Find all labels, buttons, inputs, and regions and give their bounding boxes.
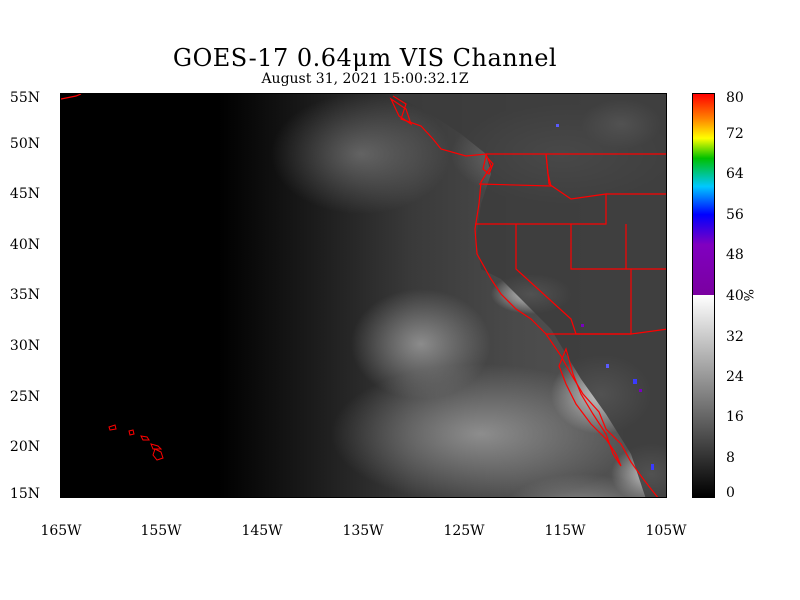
lat-tick-label: 40N xyxy=(9,237,40,253)
alaska-corner xyxy=(61,94,82,100)
lat-tick-label: 55N xyxy=(9,90,40,106)
image-timestamp: August 31, 2021 15:00:32.1Z xyxy=(261,71,469,87)
colorbar-tick-label: 8 xyxy=(726,450,735,466)
cloud-field xyxy=(351,289,491,399)
lat-tick-label: 45N xyxy=(9,186,40,202)
coastline xyxy=(392,95,659,497)
colorbar-tick-label: 72 xyxy=(726,126,744,142)
border-idaho xyxy=(545,153,607,225)
lon-tick-label: 115W xyxy=(544,523,586,539)
colorbar-unit-label: % xyxy=(740,289,755,302)
color-scale-bar xyxy=(692,93,715,498)
lat-tick-label: 25N xyxy=(9,389,40,405)
satellite-map xyxy=(60,93,667,498)
lat-tick-label: 20N xyxy=(9,439,40,455)
colorbar-tick-label: 40 xyxy=(726,288,744,304)
lon-tick-label: 135W xyxy=(342,523,384,539)
lon-tick-label: 155W xyxy=(140,523,182,539)
hawaiian-islands xyxy=(108,424,164,461)
colorbar-tick-label: 56 xyxy=(726,207,744,223)
color-scale-upper xyxy=(693,94,714,295)
color-scale-lower xyxy=(693,295,714,497)
border-ut xyxy=(570,224,627,270)
lon-tick-label: 165W xyxy=(40,523,82,539)
lat-tick-label: 35N xyxy=(9,287,40,303)
lon-tick-label: 125W xyxy=(443,523,485,539)
lat-tick-label: 50N xyxy=(9,136,40,152)
lat-tick-label: 30N xyxy=(9,338,40,354)
border-mexico xyxy=(546,328,666,335)
convective-cloud-tops xyxy=(556,124,654,470)
colorbar-tick-label: 80 xyxy=(726,90,744,106)
colorbar-tick-label: 32 xyxy=(726,329,744,345)
political-boundaries xyxy=(61,94,666,497)
image-title: GOES-17 0.64μm VIS Channel xyxy=(172,44,558,72)
cloud-field xyxy=(271,94,451,214)
colorbar-tick-label: 0 xyxy=(726,485,735,501)
lon-tick-label: 145W xyxy=(241,523,283,539)
cloud-field xyxy=(508,474,654,497)
colorbar-tick-label: 24 xyxy=(726,369,744,385)
lon-tick-label: 105W xyxy=(645,523,687,539)
vancouver-island xyxy=(389,97,413,126)
lat-tick-label: 15N xyxy=(9,486,40,502)
colorbar-tick-label: 16 xyxy=(726,409,744,425)
colorbar-tick-label: 64 xyxy=(726,166,744,182)
puget-sound xyxy=(482,154,494,175)
baja-coast xyxy=(558,347,622,467)
colorbar-tick-label: 48 xyxy=(726,247,744,263)
border-nv xyxy=(515,224,577,335)
